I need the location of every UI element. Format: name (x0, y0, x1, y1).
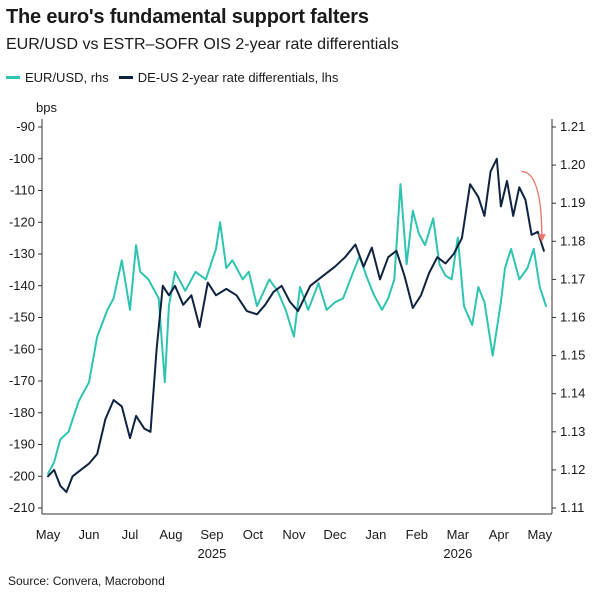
x-tick-label: Sep (200, 527, 223, 542)
x-tick-label: Feb (406, 527, 428, 542)
chart-title: The euro's fundamental support falters (6, 6, 369, 28)
x-tick-label: May (36, 527, 61, 542)
x-tick-label: Aug (159, 527, 182, 542)
right-tick-label: 1.11 (560, 500, 584, 515)
right-tick-label: 1.19 (560, 195, 585, 210)
legend-item-eurusd: EUR/USD, rhs (6, 70, 109, 85)
chart-legend: EUR/USD, rhs DE-US 2-year rate different… (6, 70, 338, 85)
series-line-eurusd (47, 183, 547, 475)
series-line-rate-diff (47, 157, 545, 494)
right-tick-label: 1.12 (560, 462, 585, 477)
x-tick-label: Jun (78, 527, 99, 542)
x-year-label: 2026 (443, 546, 472, 561)
x-tick-label: May (528, 527, 553, 542)
legend-label-eurusd: EUR/USD, rhs (25, 70, 109, 85)
source-note: Source: Convera, Macrobond (8, 574, 165, 588)
left-tick-label: -210 (9, 500, 35, 515)
left-axis-unit: bps (36, 100, 57, 115)
left-tick-label: -170 (9, 373, 35, 388)
legend-label-rate-diff: DE-US 2-year rate differentials, lhs (137, 70, 339, 85)
right-tick-label: 1.14 (560, 386, 585, 401)
legend-swatch-rate-diff (118, 76, 133, 79)
annotation-layer (521, 170, 546, 243)
annotation-arrow (521, 170, 546, 243)
legend-item-rate-diff: DE-US 2-year rate differentials, lhs (118, 70, 339, 85)
left-tick-label: -120 (9, 214, 35, 229)
x-year-label: 2025 (197, 546, 226, 561)
left-tick-label: -150 (9, 310, 35, 325)
left-tick-label: -140 (9, 278, 35, 293)
x-axis: May Jun Jul Aug Sep Oct Nov Dec Jan Feb Mar Apr May 2… (36, 513, 553, 561)
right-tick-label: 1.13 (560, 424, 585, 439)
left-tick-label: -90 (16, 119, 35, 134)
left-tick-label: -110 (10, 183, 35, 198)
right-tick-label: 1.20 (560, 157, 585, 172)
x-tick-label: Jul (122, 527, 139, 542)
legend-swatch-eurusd (6, 76, 20, 79)
left-tick-label: -180 (9, 405, 35, 420)
left-axis: -90 -100 -110 -120 -130 -140 -150 -160 -170 -180 -… (9, 119, 43, 515)
right-tick-label: 1.18 (560, 233, 585, 248)
plot-lines (47, 157, 547, 494)
x-tick-label: Nov (282, 527, 306, 542)
right-tick-label: 1.15 (560, 348, 585, 363)
left-tick-label: -190 (9, 437, 35, 452)
x-tick-label: Mar (447, 527, 470, 542)
right-tick-label: 1.21 (560, 119, 585, 134)
right-tick-label: 1.16 (560, 310, 585, 325)
right-tick-label: 1.17 (560, 271, 585, 286)
left-tick-label: -160 (9, 341, 35, 356)
x-tick-label: Oct (243, 527, 264, 542)
right-axis: 1.21 1.20 1.19 1.18 1.17 1.16 1.15 1.14 1.13 1.12… (551, 119, 585, 515)
x-tick-label: Dec (323, 527, 347, 542)
left-tick-label: -200 (9, 468, 35, 483)
chart-subtitle: EUR/USD vs ESTR–SOFR OIS 2-year rate dif… (6, 36, 399, 53)
left-tick-label: -100 (9, 151, 35, 166)
x-tick-label: Jan (365, 527, 386, 542)
x-tick-label: Apr (489, 527, 510, 542)
left-tick-label: -130 (9, 246, 35, 261)
